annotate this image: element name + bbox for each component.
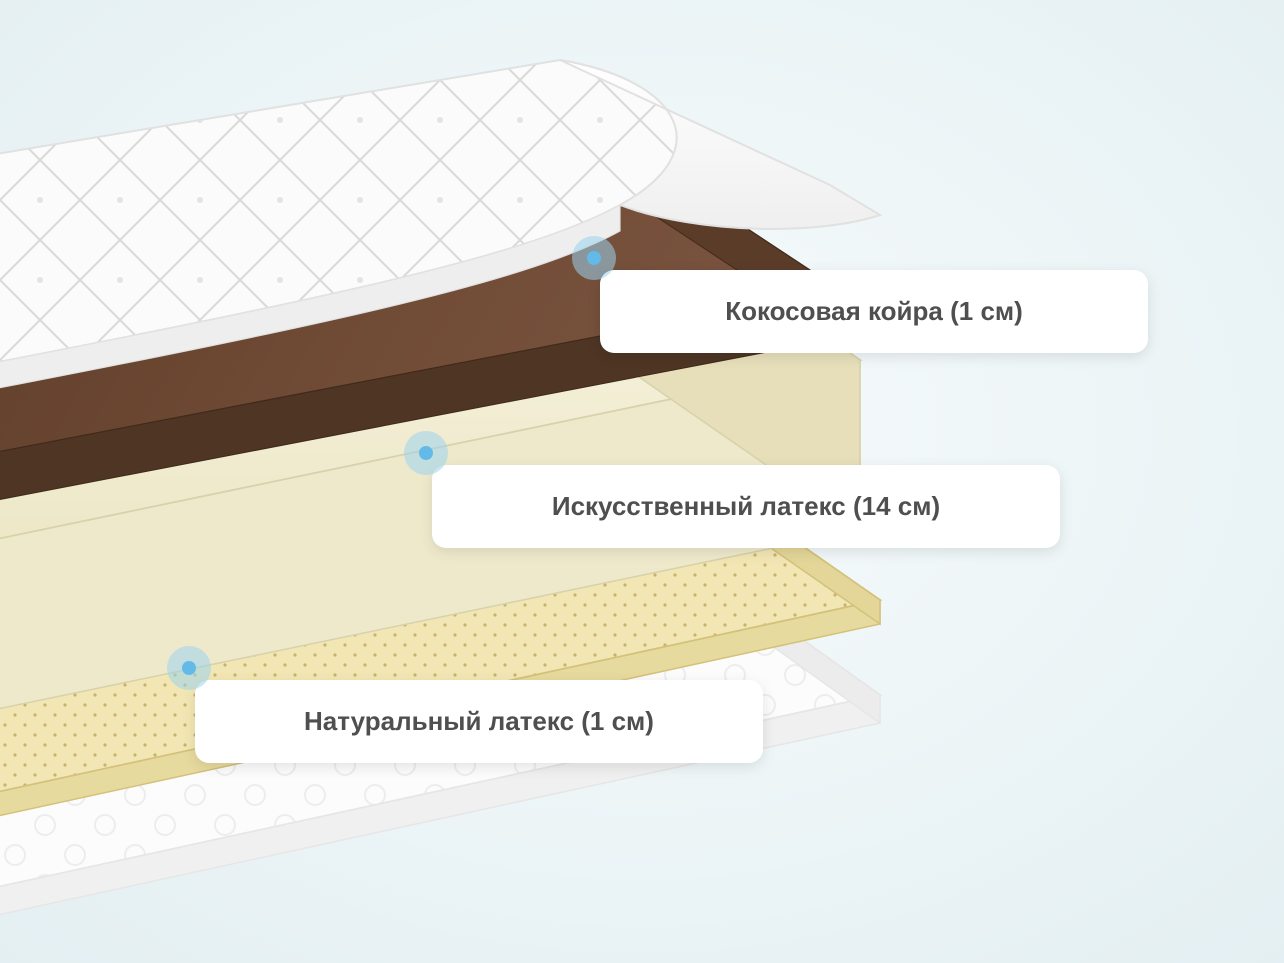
- callout-coir-label: Кокосовая койра (1 см): [725, 296, 1023, 326]
- callout-synthetic-latex-label: Искусственный латекс (14 см): [552, 491, 940, 521]
- callout-natural-latex-label: Натуральный латекс (1 см): [304, 706, 654, 736]
- callout-natural-latex: Натуральный латекс (1 см): [195, 680, 763, 763]
- callout-coir: Кокосовая койра (1 см): [600, 270, 1148, 353]
- mattress-layers-diagram: Кокосовая койра (1 см) Искусственный лат…: [0, 0, 1284, 963]
- callout-synthetic-latex: Искусственный латекс (14 см): [432, 465, 1060, 548]
